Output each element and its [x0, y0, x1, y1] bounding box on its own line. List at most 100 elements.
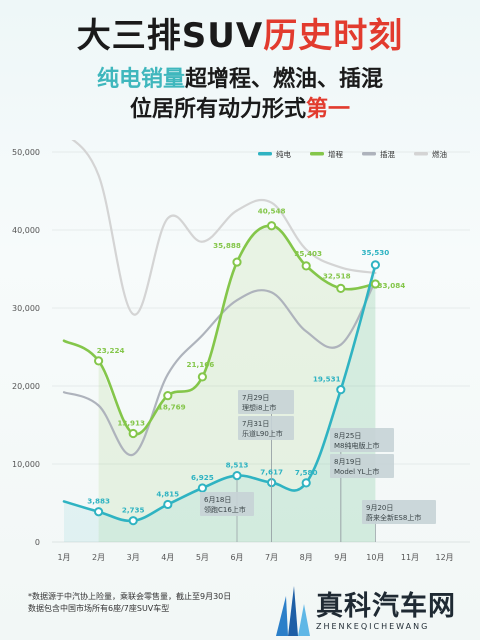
x-tick-label: 2月: [92, 553, 105, 562]
data-label: 33,084: [378, 281, 406, 290]
data-point: [163, 391, 173, 401]
data-point: [128, 428, 138, 439]
data-label: 19,531: [313, 375, 341, 384]
annotation-text: 领跑C16上市: [204, 505, 246, 514]
annotation-box: [238, 416, 294, 440]
x-tick-label: 1月: [57, 553, 70, 562]
annotation-text: M8纯电版上市: [334, 441, 380, 450]
y-tick-label: 10,000: [12, 460, 40, 469]
data-point: [232, 257, 242, 267]
x-tick-label: 10月: [366, 553, 384, 562]
y-tick-label: 30,000: [12, 304, 40, 313]
headline: 大三排SUV历史时刻: [0, 14, 480, 58]
legend-swatch: [258, 152, 272, 156]
annotation-text: 乐道L90上市: [242, 429, 283, 438]
x-tick-label: 11月: [401, 553, 419, 562]
subheadline-2-highlight: 第一: [306, 97, 351, 122]
phev-line: [62, 279, 377, 456]
subheadline-1-rest: 超增程、燃油、插混: [185, 67, 384, 92]
legend-swatch: [310, 152, 324, 156]
series-area-fill: [98, 225, 376, 542]
data-label: 21,166: [187, 360, 215, 369]
chart-axes: 0 10,000 20,000 30,000 40,000 50,000 1月 2月 3月 4月 5…: [12, 148, 454, 562]
subheadline-2-rest: 位居所有动力形式: [129, 97, 306, 122]
ice-line: [71, 140, 377, 316]
data-label: 35,530: [362, 248, 390, 257]
legend-label: 燃油: [432, 149, 447, 159]
data-point: [94, 356, 104, 366]
headline-part-1: 大三排SUV: [76, 16, 264, 56]
data-point: [94, 507, 104, 517]
brand-logo: 真科汽车网 ZHENKEQICHEWANG: [268, 580, 480, 640]
annotation-text: 理想i8上市: [242, 403, 276, 412]
data-label: 13,913: [117, 418, 145, 427]
subheadline-2: 位居所有动力形式第一: [0, 96, 480, 124]
x-tick-label: 5月: [196, 553, 209, 562]
footnote: *数据源于中汽协上险量，乘联会零售量，截止至9月30日 数据包含中国市场所有6座…: [28, 591, 231, 615]
x-tick-label: 7月: [265, 553, 278, 562]
x-tick-label: 6月: [230, 553, 243, 562]
data-point: [128, 516, 138, 526]
chart-legend: 纯电 增程 插混 燃油: [258, 149, 447, 159]
subheadline-1: 纯电销量超增程、燃油、插混: [0, 66, 480, 94]
annotation-box: [238, 390, 294, 414]
data-label: 7,580: [295, 468, 318, 477]
legend-label: 纯电: [276, 149, 291, 159]
data-point: [163, 499, 173, 510]
chart-data-labels: 3,883 2,735 4,815 6,925 8,513 7,617 7,580 19,53…: [87, 207, 405, 515]
annotation-text: Model YL上市: [334, 467, 379, 476]
data-point: [301, 478, 311, 488]
data-label: 32,518: [323, 271, 351, 280]
annotation-box: [362, 500, 436, 524]
erev-line: [62, 224, 377, 436]
x-tick-label: 8月: [300, 553, 313, 562]
data-label: 35,888: [213, 241, 241, 250]
annotation-box: [330, 454, 394, 478]
y-tick-label: 0: [35, 538, 40, 547]
y-tick-label: 20,000: [12, 382, 40, 391]
x-tick-label: 3月: [127, 553, 140, 562]
data-point: [197, 372, 207, 382]
legend-label: 增程: [328, 149, 343, 159]
data-point: [370, 260, 380, 270]
data-point: [301, 261, 311, 271]
annotation-text: 8月19日: [334, 458, 361, 466]
annotation-text: 9月20日: [366, 504, 393, 512]
annotation-text: 7月31日: [242, 420, 269, 428]
footnote-line-2: 数据包含中国市场所有6座/7座SUV车型: [28, 604, 170, 613]
annotation-text: 7月29日: [242, 394, 269, 402]
chart-points: [94, 221, 380, 526]
data-point: [232, 470, 242, 481]
data-point: [336, 385, 346, 395]
x-tick-label: 4月: [161, 553, 174, 562]
building-logo-icon: [276, 586, 310, 636]
data-label: 23,224: [97, 346, 125, 355]
data-label: 7,617: [260, 468, 283, 477]
annotation-box: [200, 492, 254, 516]
legend-label: 插混: [380, 149, 395, 159]
y-tick-label: 40,000: [12, 226, 40, 235]
data-point: [267, 221, 277, 231]
annotation-text: 蔚来全新ES8上市: [366, 513, 421, 522]
legend-swatch: [362, 152, 376, 156]
data-label: 3,883: [87, 497, 110, 506]
annotation-text: 6月18日: [204, 496, 231, 504]
footnote-line-1: *数据源于中汽协上险量，乘联会零售量，截止至9月30日: [28, 592, 232, 601]
data-label: 35,403: [294, 249, 322, 258]
data-label: 40,548: [258, 207, 286, 216]
headline-part-2: 历史时刻: [263, 16, 404, 56]
x-tick-label: 9月: [334, 553, 347, 562]
legend-swatch: [414, 152, 428, 156]
data-label: 4,815: [156, 489, 179, 498]
data-point: [370, 279, 380, 289]
annotation-text: 8月25日: [334, 432, 361, 440]
subheadline-1-highlight: 纯电销量: [96, 67, 185, 92]
data-label: 8,513: [226, 461, 249, 470]
data-point: [197, 483, 207, 493]
brand-name: 真科汽车网: [316, 591, 456, 622]
x-tick-label: 12月: [436, 553, 454, 562]
data-label: 2,735: [122, 506, 145, 515]
y-tick-label: 50,000: [12, 148, 40, 157]
